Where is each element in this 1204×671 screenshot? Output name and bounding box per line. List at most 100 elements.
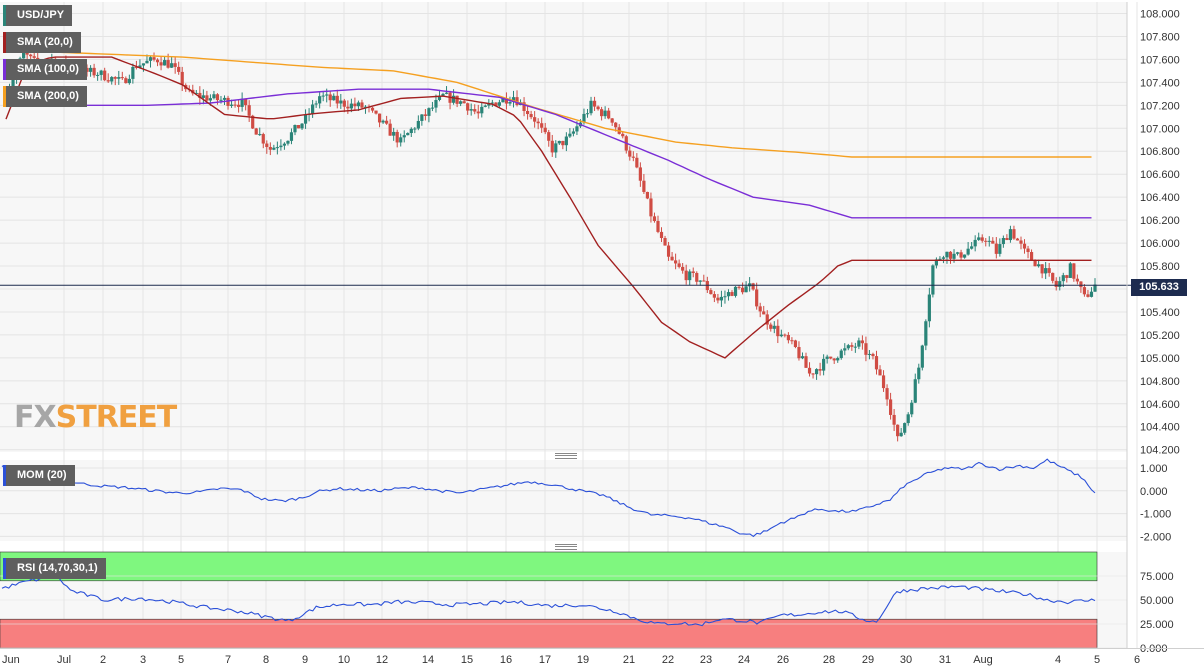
candle-down xyxy=(1040,264,1044,274)
candle-down xyxy=(1079,281,1083,288)
candle-up xyxy=(282,143,287,146)
candle-up xyxy=(145,60,149,64)
x-tick: 7 xyxy=(225,654,231,666)
candle-down xyxy=(1026,248,1030,253)
legend-symbol[interactable]: USD/JPY xyxy=(3,5,73,26)
legend-symbol-label: USD/JPY xyxy=(17,9,65,21)
candle-down xyxy=(177,66,181,72)
candle-up xyxy=(836,358,840,361)
candle-down xyxy=(550,140,554,153)
candle-up xyxy=(924,321,928,346)
candle-down xyxy=(342,100,346,107)
candle-down xyxy=(377,113,382,123)
candle-down xyxy=(476,111,480,114)
candle-down xyxy=(677,263,681,267)
candle-down xyxy=(515,97,519,106)
candle-up xyxy=(127,78,131,84)
main-y-tick: 107.600 xyxy=(1140,54,1180,66)
candle-down xyxy=(645,191,650,199)
candle-down xyxy=(247,105,251,116)
candle-down xyxy=(244,98,248,106)
candle-down xyxy=(797,347,801,359)
candle-down xyxy=(103,70,107,81)
candle-up xyxy=(910,402,914,415)
candle-down xyxy=(522,102,526,111)
candle-up xyxy=(194,92,198,94)
candle-down xyxy=(455,95,459,104)
candle-down xyxy=(1072,263,1076,279)
legend-mom[interactable]: MOM (20) xyxy=(3,465,75,486)
candle-up xyxy=(162,60,167,66)
candle-down xyxy=(638,167,642,181)
legend-sma100[interactable]: SMA (100,0) xyxy=(3,59,87,80)
legend-sma200[interactable]: SMA (200,0) xyxy=(3,86,87,107)
candle-up xyxy=(927,294,931,322)
main-y-tick: 105.800 xyxy=(1140,261,1180,273)
candle-down xyxy=(353,103,357,107)
x-tick: 24 xyxy=(738,654,750,666)
mom-y-tick: -2.000 xyxy=(1140,531,1171,543)
candle-down xyxy=(642,180,646,192)
candle-down xyxy=(173,63,177,67)
x-tick: 22 xyxy=(662,654,674,666)
candle-up xyxy=(1093,284,1097,292)
candle-up xyxy=(744,286,748,293)
candle-down xyxy=(762,311,766,315)
candle-up xyxy=(483,105,487,107)
candle-down xyxy=(25,51,29,55)
pane-resize-handle-2[interactable] xyxy=(555,544,577,550)
candle-down xyxy=(205,95,209,101)
legend-rsi[interactable]: RSI (14,70,30,1) xyxy=(3,558,106,579)
candle-up xyxy=(311,104,315,115)
main-y-tick: 107.000 xyxy=(1140,123,1180,135)
candle-down xyxy=(635,157,639,168)
candle-down xyxy=(980,237,984,241)
candle-up xyxy=(941,257,946,259)
legend-sma20[interactable]: SMA (20,0) xyxy=(3,32,81,53)
candle-down xyxy=(674,260,678,264)
candle-down xyxy=(124,78,128,84)
x-tick: 6 xyxy=(1134,654,1140,666)
candle-down xyxy=(29,54,33,57)
candle-down xyxy=(614,122,618,128)
candle-up xyxy=(913,379,917,403)
pane-resize-handle-1[interactable] xyxy=(555,453,577,459)
candle-down xyxy=(561,140,565,146)
candle-up xyxy=(557,140,561,144)
candle-down xyxy=(473,109,477,112)
candle-up xyxy=(318,96,322,104)
candle-down xyxy=(758,306,762,312)
candle-up xyxy=(490,102,494,104)
candle-down xyxy=(120,77,124,79)
candle-up xyxy=(434,100,438,108)
candle-up xyxy=(240,98,244,107)
rsi-y-tick: 75.000 xyxy=(1140,571,1174,583)
candle-up xyxy=(229,104,234,106)
candle-down xyxy=(106,80,110,82)
candle-down xyxy=(730,292,734,296)
candle-down xyxy=(712,294,716,298)
candle-down xyxy=(850,345,854,347)
main-y-tick: 104.400 xyxy=(1140,422,1180,434)
candle-down xyxy=(793,340,798,348)
candle-down xyxy=(328,94,332,101)
candle-up xyxy=(867,353,872,355)
main-y-tick: 105.200 xyxy=(1140,330,1180,342)
legend-sma200-label: SMA (200,0) xyxy=(17,90,79,102)
x-tick: 23 xyxy=(700,654,712,666)
main-y-tick: 105.000 xyxy=(1140,353,1180,365)
mom-y-tick: 1.000 xyxy=(1140,463,1168,475)
candle-down xyxy=(804,356,808,368)
rsi-line xyxy=(1,574,1096,627)
candle-down xyxy=(1005,238,1009,241)
candle-down xyxy=(695,272,699,282)
candle-up xyxy=(931,265,935,295)
candle-up xyxy=(568,133,572,137)
candle-up xyxy=(825,356,829,359)
candle-down xyxy=(878,369,882,376)
candle-down xyxy=(1015,238,1020,241)
candle-down xyxy=(709,290,713,295)
candle-up xyxy=(903,423,907,433)
candle-up xyxy=(480,106,484,114)
candle-up xyxy=(406,133,410,136)
